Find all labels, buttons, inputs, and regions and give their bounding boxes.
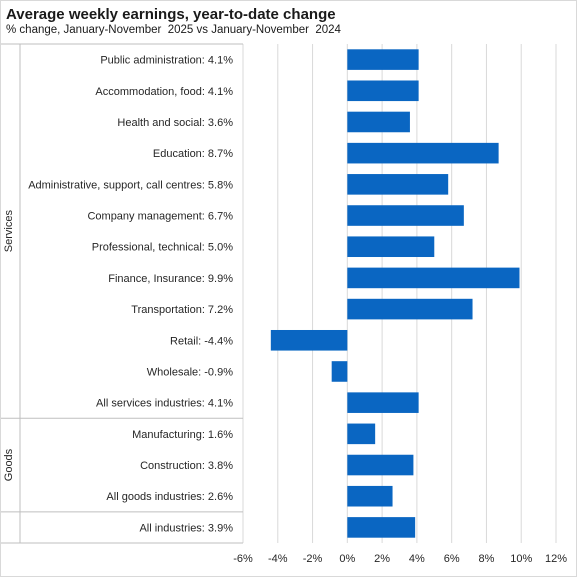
- category-label: Education: 8.7%: [153, 148, 233, 160]
- category-label: Construction: 3.8%: [140, 460, 233, 472]
- category-label: Public administration: 4.1%: [100, 55, 233, 67]
- bar: [347, 236, 435, 258]
- bar: [347, 517, 416, 538]
- x-tick-label: -6%: [233, 553, 253, 565]
- bar: [347, 454, 414, 476]
- bar: [347, 174, 449, 195]
- category-label: Administrative, support, call centres: 5…: [28, 179, 233, 191]
- bar: [347, 111, 410, 133]
- x-tick-label: 8%: [478, 553, 494, 565]
- bar: [347, 205, 464, 226]
- category-label: Wholesale: -0.9%: [147, 366, 233, 378]
- category-label: Company management: 6.7%: [87, 211, 233, 223]
- category-label: Accommodation, food: 4.1%: [95, 86, 233, 98]
- x-tick-label: 0%: [339, 553, 355, 565]
- group-label: Goods: [3, 448, 15, 481]
- chart-subtitle: % change, January-November 2025 vs Janua…: [6, 24, 341, 36]
- bar: [347, 298, 473, 320]
- x-tick-label: 4%: [409, 553, 425, 565]
- x-tick-label: -4%: [268, 553, 288, 565]
- category-label: All industries: 3.9%: [139, 522, 233, 534]
- category-label: Finance, Insurance: 9.9%: [108, 273, 233, 285]
- bar: [347, 142, 499, 164]
- bar: [331, 361, 348, 382]
- chart-title: Average weekly earnings, year-to-date ch…: [6, 6, 336, 23]
- group-label: Services: [3, 210, 15, 253]
- category-label: Manufacturing: 1.6%: [132, 429, 233, 441]
- category-label: Professional, technical: 5.0%: [92, 242, 233, 254]
- bar: [347, 392, 419, 413]
- bar: [347, 80, 419, 102]
- category-label: All services industries: 4.1%: [96, 398, 233, 410]
- x-tick-label: 6%: [444, 553, 460, 565]
- category-label: All goods industries: 2.6%: [106, 491, 233, 503]
- x-tick-label: 2%: [374, 553, 390, 565]
- category-label: Retail: -4.4%: [170, 335, 233, 347]
- x-tick-label: -2%: [303, 553, 323, 565]
- bar: [347, 423, 376, 445]
- category-label: Health and social: 3.6%: [117, 117, 233, 129]
- bar: [347, 267, 520, 289]
- bar: [347, 49, 419, 70]
- x-tick-label: 12%: [545, 553, 567, 565]
- x-tick-label: 10%: [510, 553, 532, 565]
- bar: [270, 329, 348, 351]
- bar: [347, 485, 393, 507]
- category-label: Transportation: 7.2%: [131, 304, 233, 316]
